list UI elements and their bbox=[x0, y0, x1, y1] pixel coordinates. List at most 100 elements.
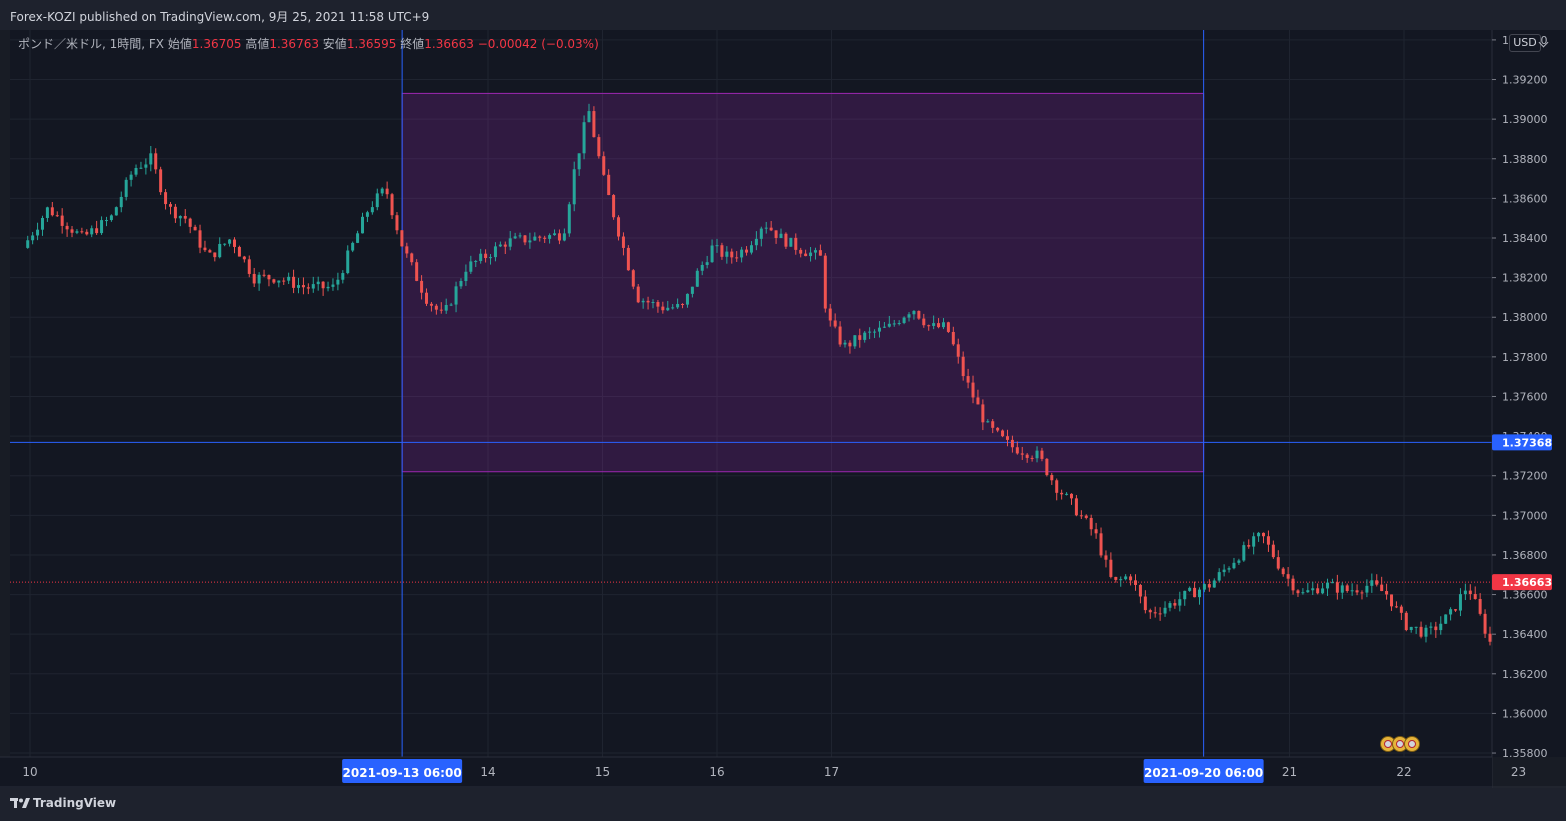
last-price-label: 1.36663 bbox=[1502, 576, 1552, 589]
price-tick-label: 1.36400 bbox=[1502, 628, 1548, 641]
candle-body bbox=[1124, 576, 1128, 580]
candle-body bbox=[159, 169, 163, 193]
candle-body bbox=[1227, 568, 1231, 570]
candle-body bbox=[715, 245, 719, 247]
candle-body bbox=[523, 235, 527, 243]
candle-body bbox=[1266, 536, 1270, 545]
candle-body bbox=[602, 156, 606, 175]
candle-body bbox=[749, 245, 753, 253]
candle-body bbox=[981, 404, 985, 423]
candle-body bbox=[365, 212, 369, 217]
candle-body bbox=[937, 323, 941, 328]
candle-body bbox=[1183, 590, 1187, 600]
candle-body bbox=[1276, 557, 1280, 569]
candle-body bbox=[961, 356, 965, 377]
candle-body bbox=[917, 310, 921, 319]
candle-body bbox=[956, 344, 960, 357]
candle-body bbox=[1394, 606, 1398, 608]
candle-body bbox=[232, 239, 236, 247]
time-tick-label: 22 bbox=[1396, 765, 1411, 779]
candle-body bbox=[55, 215, 59, 217]
candle-body bbox=[1099, 533, 1103, 556]
candle-body bbox=[700, 264, 704, 271]
candle-body bbox=[464, 271, 468, 282]
candle-body bbox=[946, 322, 950, 332]
candle-body bbox=[1291, 578, 1295, 591]
candle-body bbox=[1198, 589, 1202, 598]
candle-body bbox=[272, 279, 276, 283]
candle-body bbox=[493, 246, 497, 258]
candle-body bbox=[513, 236, 517, 239]
candle-body bbox=[848, 342, 852, 347]
time-axis bbox=[0, 757, 1492, 788]
candle-body bbox=[1025, 454, 1029, 458]
candle-body bbox=[1483, 613, 1487, 634]
candle-body bbox=[1094, 529, 1098, 534]
candle-body bbox=[1429, 626, 1433, 628]
candle-body bbox=[828, 308, 832, 321]
candle-body bbox=[183, 215, 187, 219]
candle-body bbox=[873, 331, 877, 333]
price-tick-label: 1.37000 bbox=[1502, 509, 1548, 522]
candle-body bbox=[198, 230, 202, 248]
us-event-icon[interactable] bbox=[1404, 736, 1420, 752]
candle-body bbox=[971, 382, 975, 398]
candle-body bbox=[833, 320, 837, 327]
candle-body bbox=[375, 193, 379, 208]
candle-body bbox=[577, 153, 581, 170]
candle-body bbox=[1419, 626, 1423, 637]
time-tick-label: 16 bbox=[709, 765, 724, 779]
candle-body bbox=[1296, 590, 1300, 594]
candle-body bbox=[572, 169, 576, 205]
candle-body bbox=[1089, 517, 1093, 530]
chart-area[interactable] bbox=[10, 30, 1492, 757]
candle-body bbox=[262, 274, 266, 276]
candle-body bbox=[853, 335, 857, 347]
candle-body bbox=[1119, 579, 1123, 581]
candle-body bbox=[607, 174, 611, 196]
symbol-label: ポンド／米ドル, 1時間, FX bbox=[18, 37, 165, 51]
candle-body bbox=[385, 188, 389, 195]
candle-body bbox=[626, 247, 630, 271]
candle-body bbox=[410, 253, 414, 263]
candle-body bbox=[1399, 606, 1403, 613]
candle-body bbox=[1355, 590, 1359, 593]
candle-body bbox=[1414, 626, 1418, 628]
candle-body bbox=[1345, 585, 1349, 592]
candle-body bbox=[425, 292, 429, 304]
candle-body bbox=[1212, 580, 1216, 588]
price-tick-label: 1.38600 bbox=[1502, 192, 1548, 205]
candle-body bbox=[36, 229, 40, 236]
candle-body bbox=[1365, 585, 1369, 593]
candle-body bbox=[444, 305, 448, 311]
candle-body bbox=[887, 323, 891, 327]
candle-body bbox=[1237, 560, 1241, 563]
candle-body bbox=[818, 250, 822, 256]
candle-body bbox=[705, 262, 709, 265]
candle-body bbox=[1020, 453, 1024, 455]
candle-body bbox=[991, 421, 995, 428]
price-tick-label: 1.38200 bbox=[1502, 272, 1548, 285]
candle-body bbox=[1158, 613, 1162, 615]
candle-body bbox=[941, 322, 945, 328]
candle-body bbox=[538, 236, 542, 238]
header-bar bbox=[0, 0, 1566, 30]
candle-body bbox=[1311, 588, 1315, 591]
candle-body bbox=[543, 237, 547, 239]
candle-body bbox=[139, 167, 143, 169]
high-value: 1.36763 bbox=[269, 37, 319, 51]
candle-body bbox=[1001, 430, 1005, 437]
candle-body bbox=[104, 220, 108, 222]
published-line: Forex-KOZI published on TradingView.com,… bbox=[10, 10, 430, 24]
currency-selector[interactable]: USD bbox=[1509, 34, 1541, 52]
candle-body bbox=[85, 231, 89, 235]
candle-body bbox=[779, 233, 783, 239]
candle-body bbox=[1005, 436, 1009, 440]
candle-body bbox=[213, 252, 217, 258]
candle-body bbox=[902, 317, 906, 323]
candle-body bbox=[1138, 584, 1142, 597]
candle-body bbox=[380, 188, 384, 194]
candle-body bbox=[1326, 582, 1330, 589]
candle-body bbox=[321, 281, 325, 289]
